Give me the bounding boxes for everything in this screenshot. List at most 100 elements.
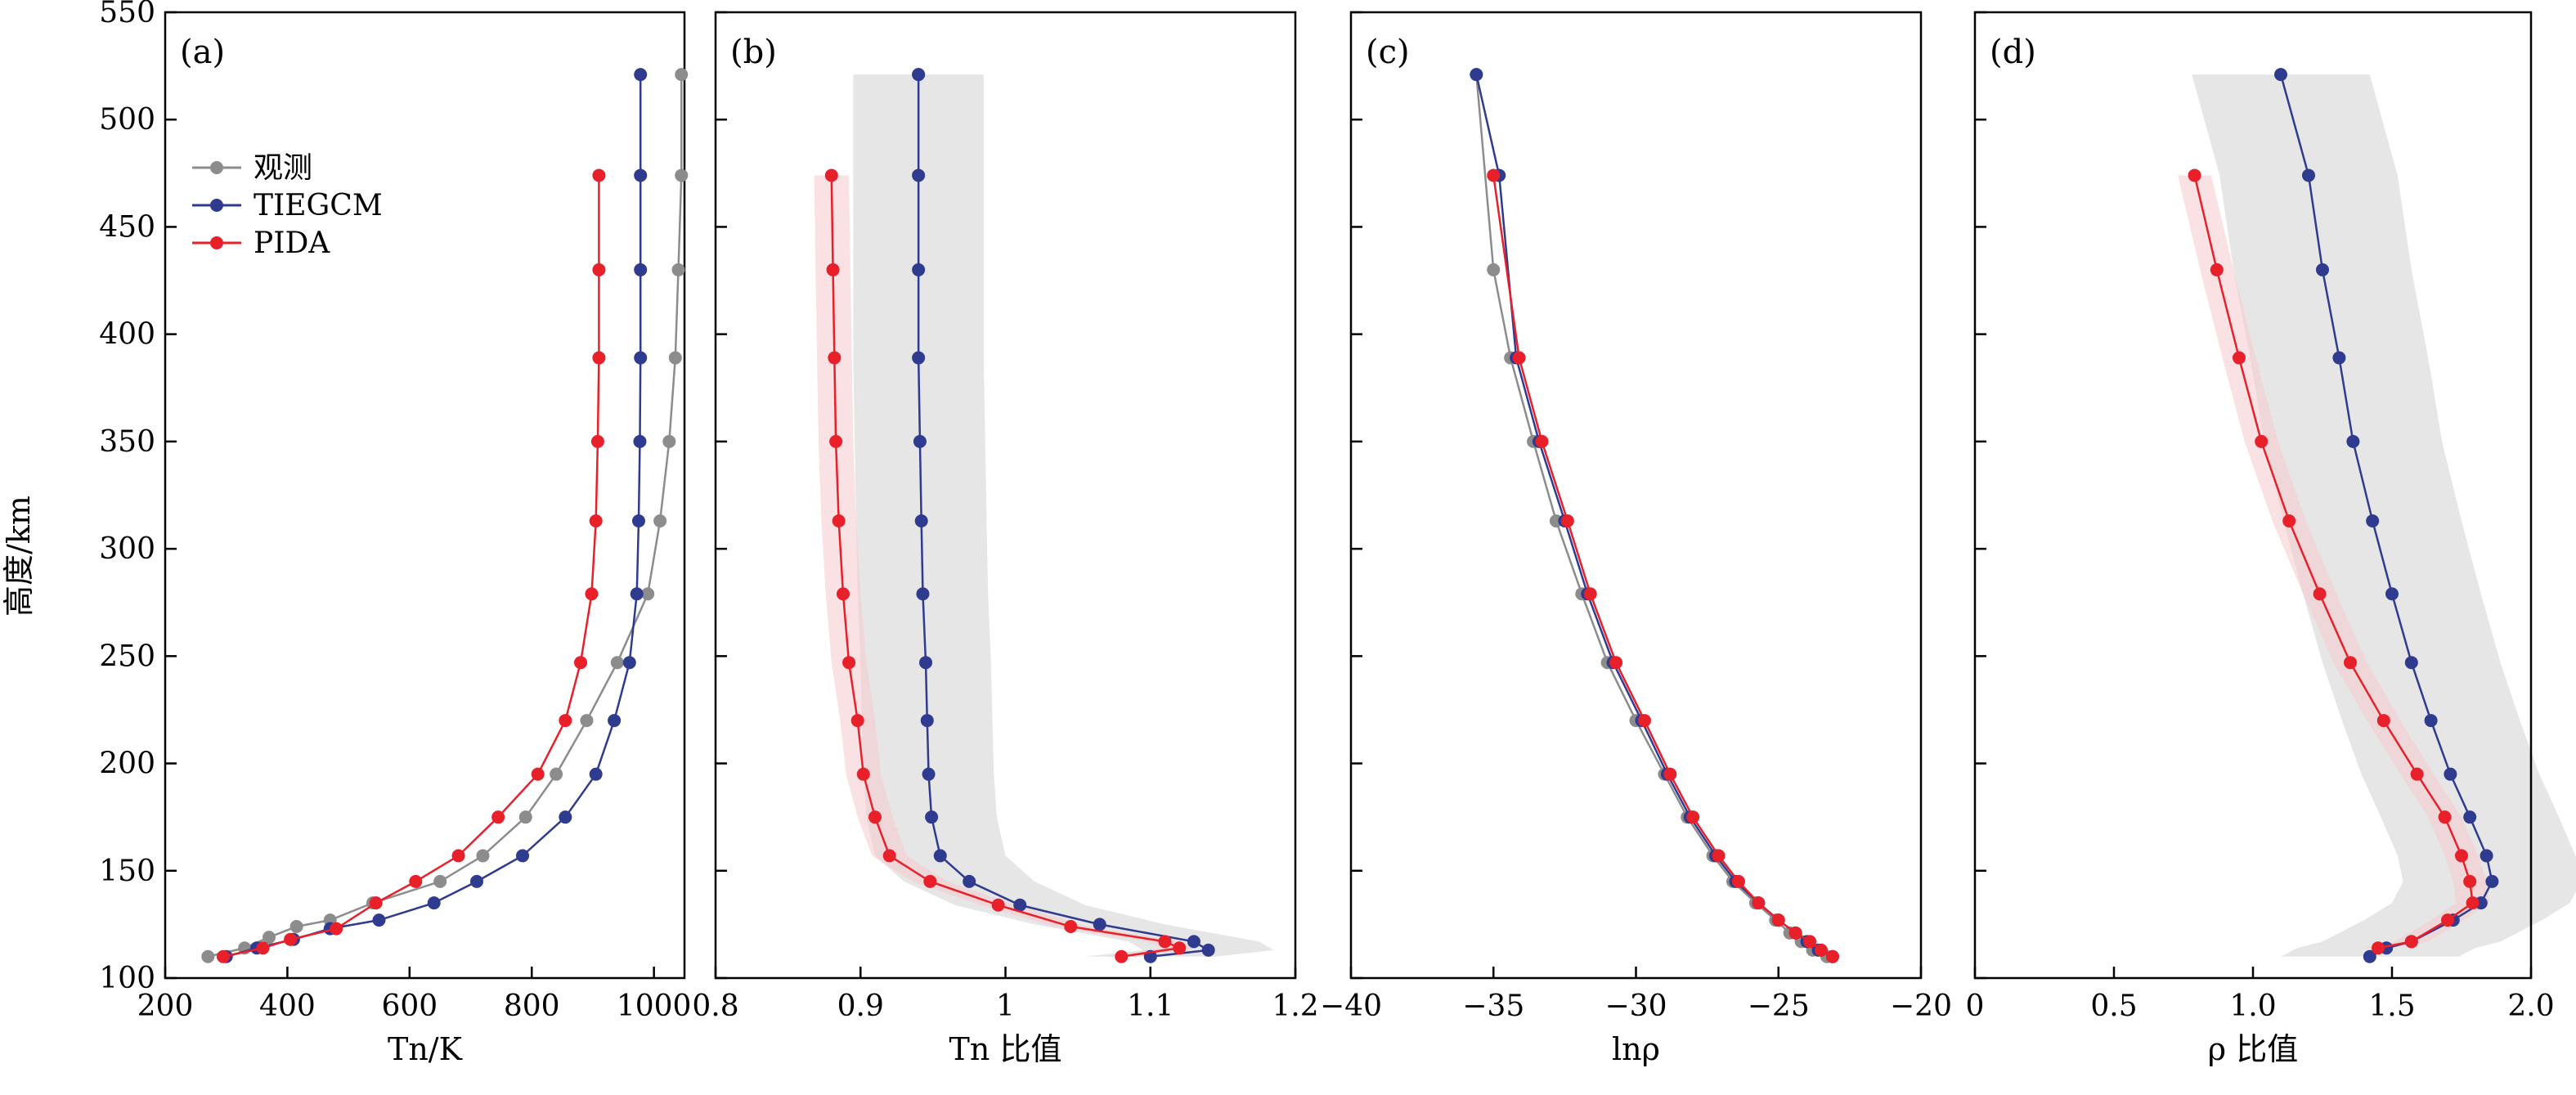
data-point-tiegcm-a (372, 913, 386, 927)
x-tick-label-c: −35 (1462, 990, 1524, 1023)
y-tick-label: 400 (99, 318, 155, 352)
x-axis-title-c: lnρ (1612, 1031, 1660, 1067)
data-point-pida-c (1788, 926, 1802, 940)
data-point-tiegcm-a (427, 896, 441, 910)
x-tick-label-d: 1.5 (2368, 990, 2415, 1023)
data-point-tiegcm-d (2316, 263, 2329, 276)
legend-item-obs: 观测 (192, 151, 312, 185)
data-point-pida-c (1815, 943, 1829, 957)
data-point-pida-d (2282, 514, 2296, 527)
data-point-pida-b (882, 849, 896, 863)
data-point-pida-a (491, 810, 505, 824)
axes-frame-b (714, 11, 1297, 980)
data-point-tiegcm-b (914, 514, 928, 527)
series-line-pida-c (1492, 175, 1833, 958)
data-point-pida-c (1560, 514, 1574, 527)
data-point-tiegcm-b (919, 656, 933, 670)
data-point-pida-d (2455, 849, 2468, 863)
x-tick-label-d: 2.0 (2507, 990, 2554, 1023)
spread-band-pida-d (2178, 175, 2489, 949)
data-point-tiegcm-d (2463, 810, 2477, 824)
series-line-obs-c (1475, 74, 1828, 958)
data-point-tiegcm-b (912, 351, 926, 365)
panel-label-c: (c) (1366, 34, 1410, 71)
data-point-tiegcm-b (912, 168, 926, 182)
data-point-tiegcm-b (912, 68, 926, 82)
data-point-tiegcm-b (912, 263, 926, 276)
axes-frame-c (1349, 11, 1923, 980)
data-point-obs-a (610, 656, 624, 670)
x-tick-label-d: 1.0 (2229, 990, 2276, 1023)
x-tick-label-b: 0.9 (837, 990, 884, 1023)
data-point-pida-b (832, 514, 846, 527)
data-point-tiegcm-b (1013, 898, 1027, 912)
series-line-tiegcm-b (917, 74, 1212, 958)
data-point-pida-a (451, 849, 465, 863)
data-point-pida-a (592, 168, 606, 182)
legend-item-tiegcm: TIEGCM (192, 189, 383, 222)
panel-label-a: (a) (180, 34, 225, 71)
x-tick-label-b: 1 (996, 990, 1015, 1023)
data-point-tiegcm-b (916, 587, 930, 601)
data-point-obs-a (668, 351, 682, 365)
data-point-pida-a (216, 949, 230, 963)
data-point-pida-d (2376, 714, 2390, 728)
x-tick-label-a: 200 (137, 990, 194, 1023)
x-tick-label-c: −30 (1605, 990, 1667, 1023)
data-point-tiegcm-b (1187, 935, 1200, 949)
spread-band-tiegcm-d (2192, 74, 2576, 957)
data-point-tiegcm-d (2424, 714, 2438, 728)
series-line-pida-d (2193, 175, 2474, 949)
data-point-tiegcm-a (634, 168, 648, 182)
x-tick-label-a: 800 (504, 990, 560, 1023)
legend-marker-pida (210, 236, 223, 249)
data-point-pida-c (1731, 874, 1745, 888)
panel-d: 0 0.5 1.0 1.5 2.0 ρ 比值 (d) (1966, 11, 2576, 1067)
data-point-obs-a (662, 434, 676, 448)
series-line-pida-a (222, 175, 600, 958)
data-point-pida-c (1487, 168, 1501, 182)
data-point-pida-d (2372, 941, 2385, 955)
data-point-pida-b (991, 898, 1005, 912)
data-point-obs-a (289, 920, 303, 934)
data-point-obs-a (653, 514, 667, 527)
y-tick-label: 150 (99, 855, 155, 888)
data-point-pida-d (2313, 587, 2327, 601)
data-point-tiegcm-d (2302, 168, 2315, 182)
x-axis-title-d: ρ 比值 (2208, 1031, 2298, 1067)
data-point-tiegcm-b (1093, 918, 1106, 931)
data-point-pida-c (1583, 587, 1597, 601)
data-point-obs-a (518, 810, 532, 824)
data-point-pida-a (589, 514, 603, 527)
data-point-obs-a (671, 263, 685, 276)
data-point-tiegcm-d (2485, 874, 2499, 888)
panel-a: 100 150 200 250 300 350 400 450 500 550 200 400 600 8… (99, 0, 691, 1067)
data-point-obs-c (1487, 263, 1501, 276)
data-point-pida-a (369, 896, 383, 910)
data-point-tiegcm-b (925, 810, 939, 824)
y-tick-label: 350 (99, 425, 155, 459)
data-point-tiegcm-b (1201, 943, 1215, 957)
data-point-pida-d (2344, 656, 2357, 670)
data-point-pida-a (585, 587, 599, 601)
data-point-pida-a (590, 434, 604, 448)
data-point-pida-c (1535, 434, 1549, 448)
y-tick-label: 100 (99, 962, 155, 995)
data-point-tiegcm-c (1470, 68, 1483, 82)
data-point-tiegcm-b (922, 767, 936, 781)
data-point-tiegcm-a (622, 656, 636, 670)
y-tick-label: 500 (99, 103, 155, 137)
data-point-obs-a (580, 714, 594, 728)
data-point-pida-b (1158, 935, 1172, 949)
data-point-obs-a (675, 168, 689, 182)
x-tick-label-b: 0.8 (692, 990, 738, 1023)
spread-band-tiegcm-b (853, 74, 1274, 957)
data-point-tiegcm-a (634, 68, 648, 82)
axes-frame-a (164, 11, 686, 980)
data-point-pida-c (1712, 849, 1726, 863)
y-tick-label: 250 (99, 639, 155, 673)
data-point-obs-a (476, 849, 490, 863)
x-tick-label-d: 0 (1966, 990, 1985, 1023)
data-point-pida-b (923, 874, 937, 888)
y-tick-label: 200 (99, 747, 155, 781)
